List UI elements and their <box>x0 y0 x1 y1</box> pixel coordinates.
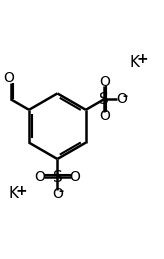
Text: O: O <box>69 170 80 184</box>
Text: K: K <box>8 186 18 201</box>
Text: O: O <box>99 75 110 89</box>
Text: K: K <box>130 55 139 70</box>
Text: S: S <box>52 170 62 185</box>
Text: -: - <box>123 90 128 103</box>
Text: +: + <box>137 52 148 66</box>
Text: O: O <box>52 188 63 202</box>
Text: -: - <box>58 185 63 198</box>
Text: +: + <box>16 184 27 198</box>
Text: O: O <box>116 92 127 106</box>
Text: O: O <box>3 71 14 85</box>
Text: O: O <box>99 109 110 123</box>
Text: O: O <box>35 170 45 184</box>
Text: S: S <box>99 92 109 107</box>
